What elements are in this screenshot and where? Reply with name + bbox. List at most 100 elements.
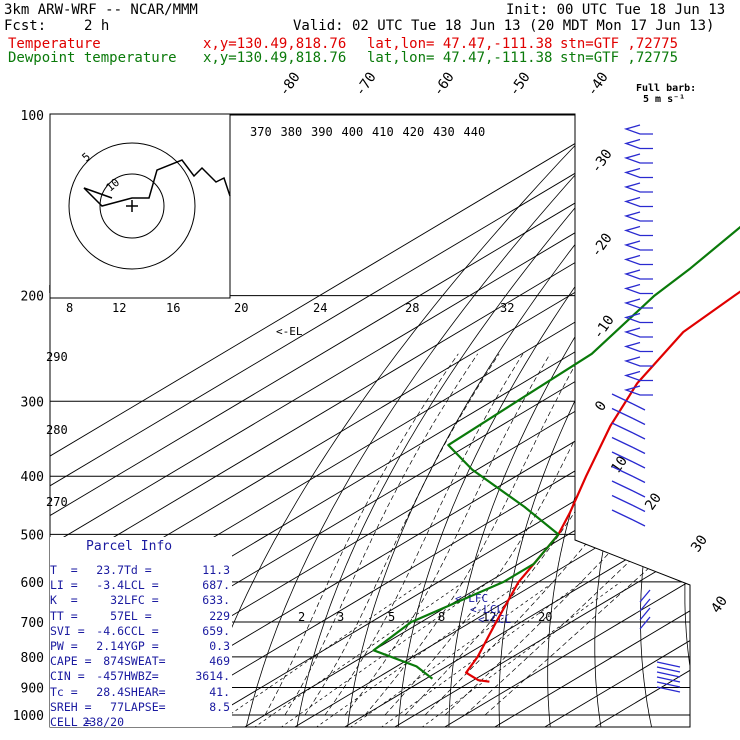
wind-barb: [656, 686, 681, 693]
model-title: 3km ARW-WRF -- NCAR/MMM: [4, 2, 198, 18]
dry-adiabat: [296, 114, 657, 727]
wind-barb: [639, 589, 651, 603]
isotherm-label: -80: [276, 69, 304, 99]
dry-adiabat: [347, 114, 683, 727]
wind-barb: [611, 480, 634, 492]
theta-label: 440: [464, 125, 486, 139]
init-time: Init: 00 UTC Tue 18 Jun 13: [506, 2, 726, 18]
dewpoint-xy: x,y=130.49,818.76: [203, 50, 347, 66]
mixing-ratio-label: 12: [482, 610, 496, 624]
wind-barb: [623, 341, 653, 353]
dry-adiabat: [684, 114, 690, 727]
moist-adiabat: [484, 353, 690, 716]
hodograph: 5 10: [49, 113, 231, 299]
temperature-profile: [465, 290, 740, 683]
isotherm-line: [393, 114, 690, 727]
hodograph-trace: [83, 159, 231, 207]
theta-label: 400: [342, 125, 364, 139]
isotherm-label: -10: [590, 312, 618, 342]
pressure-tick-label: 900: [21, 682, 44, 697]
parcel-info-value: 229: [209, 608, 230, 623]
parcel-info-key: LAPSE=: [124, 699, 166, 714]
dry-adiabat: [195, 114, 605, 727]
wind-barb: [639, 607, 651, 621]
parcel-info-key: SHEAR=: [124, 684, 166, 699]
theta-label: 370: [250, 125, 272, 139]
level-marker: <-CCL: [478, 613, 511, 626]
wind-barb-shaft: [632, 504, 646, 513]
level-marker: <-EL: [276, 325, 303, 338]
isotherm-line: [343, 114, 690, 727]
theta-label-left: 290: [46, 350, 68, 364]
mixing-ratio-label: 20: [538, 610, 552, 624]
isotherm-line: [50, 114, 624, 727]
theta-label-left: 270: [46, 495, 68, 509]
wind-speed-tick: 28: [405, 301, 419, 315]
wind-barb: [623, 182, 653, 193]
mixing-ratio-line: [253, 581, 464, 727]
mixing-ratio-line: [380, 581, 584, 727]
isotherm-label: -60: [430, 69, 458, 99]
wind-barb: [611, 393, 634, 405]
wind-speed-tick: 12: [112, 301, 126, 315]
parcel-info-key: PW =: [50, 639, 78, 653]
parcel-info-value: 8.5: [209, 699, 230, 714]
wind-barb: [639, 598, 651, 612]
level-marker: <-LCL: [470, 603, 503, 616]
theta-label: 390: [311, 125, 333, 139]
theta-label: 380: [281, 125, 303, 139]
dry-adiabat: [728, 115, 740, 728]
isotherm-line: [50, 114, 690, 727]
wind-barb: [623, 138, 653, 150]
plot-frame: [49, 113, 691, 728]
valid-time: Valid: 02 UTC Tue 18 Jun 13 (20 MDT Mon …: [293, 18, 715, 34]
isotherm-line: [50, 114, 674, 727]
parcel-info-value: 633.: [202, 593, 230, 608]
wind-barb-shaft: [632, 475, 646, 484]
parcel-info-key: CIN =: [50, 669, 85, 684]
isotherm-label: 10: [608, 453, 631, 476]
hodograph-ring-5: [99, 173, 165, 239]
wind-barb: [623, 254, 653, 266]
wind-speed-tick: 20: [234, 301, 248, 315]
parcel-info-value: 874: [103, 654, 124, 669]
hodograph-box: [49, 113, 231, 299]
wind-speed-tick: 24: [313, 301, 327, 315]
moist-adiabat: [424, 353, 690, 716]
wind-barb: [623, 385, 653, 396]
isotherm-line: [243, 114, 690, 727]
pressure-tick-label: 300: [21, 395, 44, 410]
barb-legend-title: Full barb:: [636, 83, 697, 94]
dry-adiabat: [245, 114, 631, 727]
dry-adiabat: [448, 114, 690, 727]
parcel-info-key: T =: [50, 563, 78, 577]
wind-barb-shaft: [632, 461, 646, 469]
moist-adiabat: [304, 353, 500, 716]
mixing-ratio-line: [315, 581, 523, 727]
wind-barb: [611, 451, 634, 463]
wind-barb: [623, 240, 653, 251]
parcel-info-value: 11.3: [202, 563, 230, 577]
pressure-tick-label: 1000: [13, 709, 44, 724]
parcel-info-key: LCL =: [124, 578, 159, 593]
parcel-info-key: CCL =: [124, 623, 159, 638]
theta-label: 430: [433, 125, 455, 139]
wind-barbs: [611, 124, 681, 693]
wind-speed-tick: 32: [500, 301, 514, 315]
wind-barb: [656, 671, 681, 678]
mixing-ratio-label: 3: [337, 610, 344, 624]
wind-barb-shaft: [632, 417, 646, 426]
wind-barb: [611, 465, 634, 478]
wind-barb: [639, 616, 651, 630]
parcel-info-title: Parcel Info: [86, 539, 173, 554]
wind-barb: [611, 422, 634, 434]
isotherm-line: [193, 114, 690, 727]
theta-label: 410: [372, 125, 394, 139]
parcel-info-key: K =: [50, 593, 78, 608]
isotherm-line: [50, 114, 690, 727]
parcel-info-value: 238/20: [82, 715, 124, 729]
wind-barb: [623, 356, 653, 367]
wind-barb: [623, 167, 653, 179]
theta-label: 420: [403, 125, 425, 139]
pressure-tick-label: 100: [21, 109, 44, 124]
